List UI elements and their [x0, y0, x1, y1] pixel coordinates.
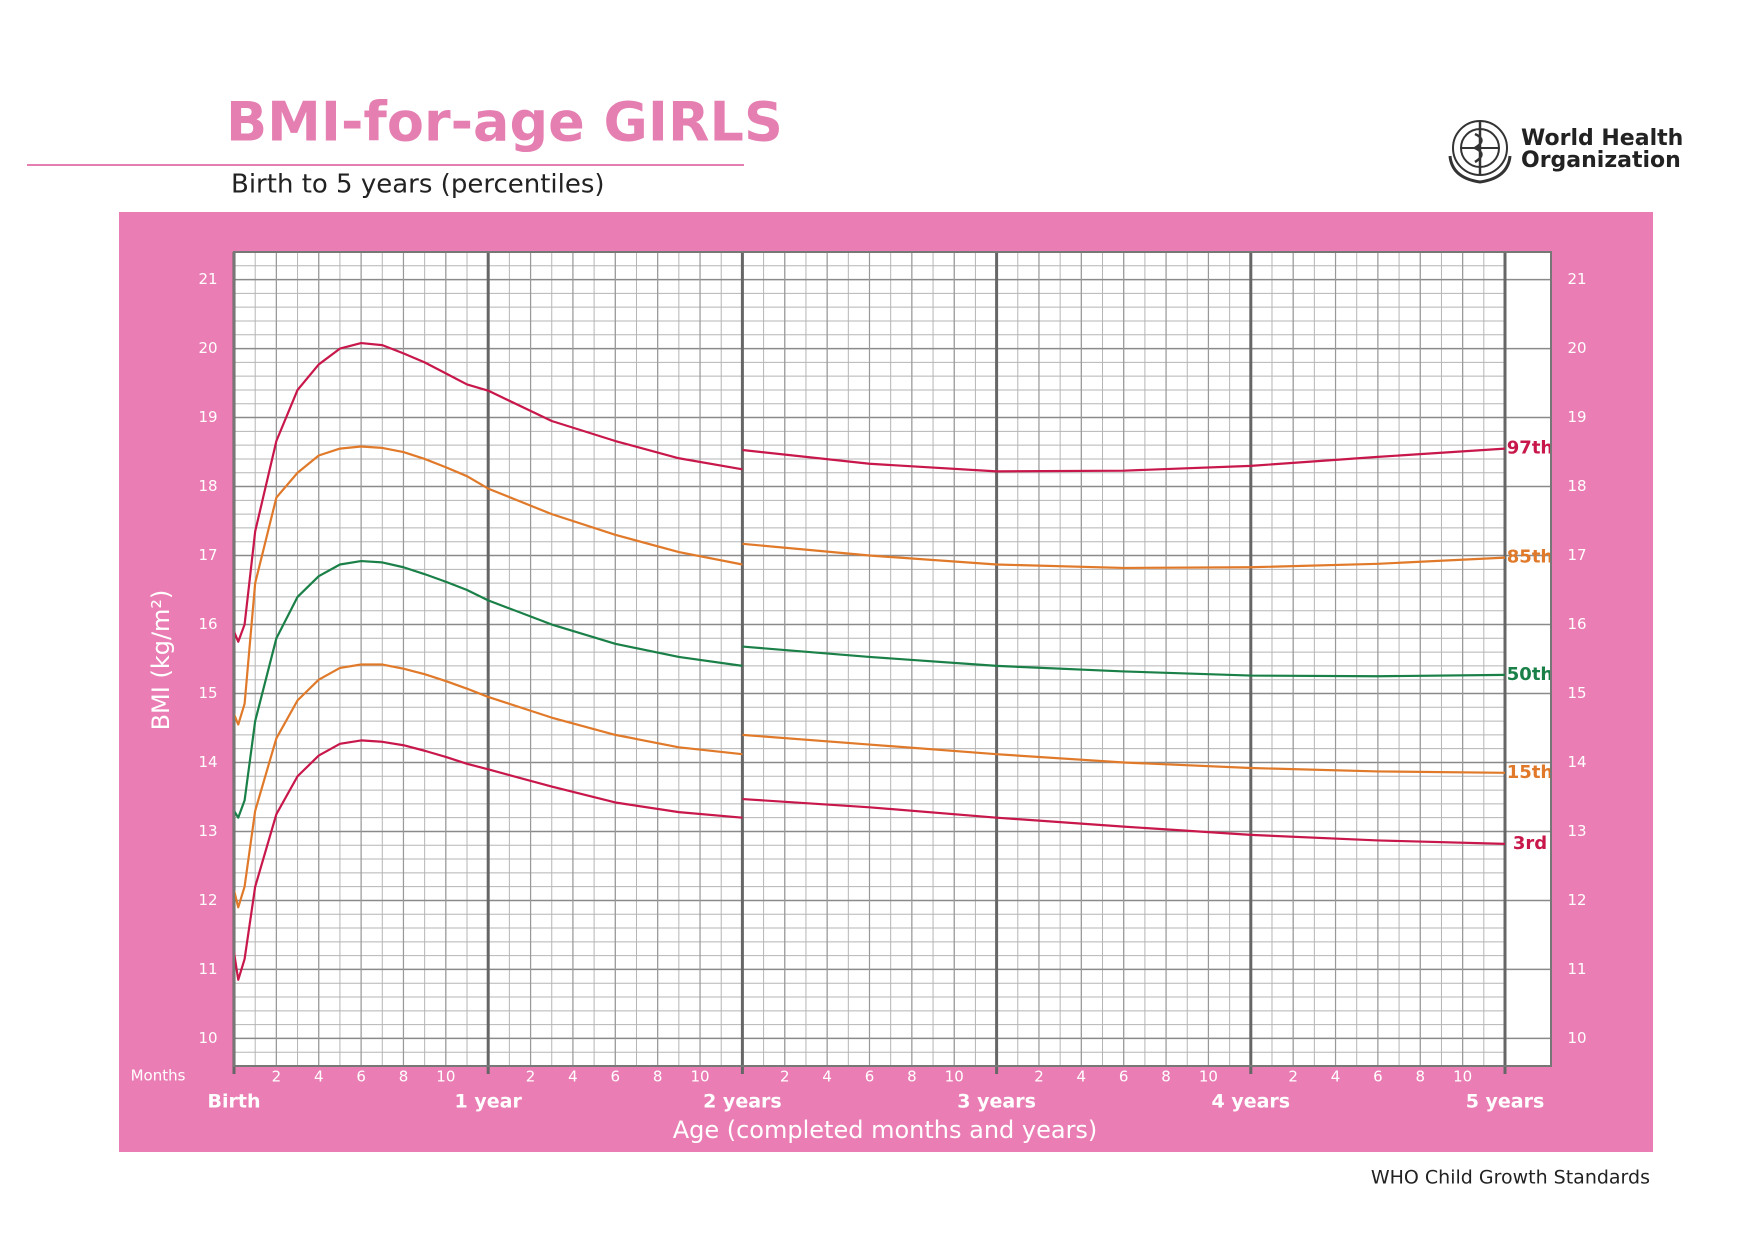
y-tick-label: 10: [1567, 1029, 1586, 1047]
percentile-line: [232, 341, 1506, 643]
y-tick-label: 11: [198, 960, 217, 978]
y-tick-label: 16: [1567, 615, 1586, 633]
chart-title: BMI-for-age GIRLS: [226, 91, 783, 154]
org-name: Organization: [1521, 148, 1681, 173]
series-lines: [232, 341, 1506, 981]
x-tick-label: 2: [780, 1068, 790, 1086]
labels: 10 10 11 11 12 12 13 13 14 14 15 15 16 16 17 17 18 18 19 19…: [198, 270, 1586, 1112]
x-tick-label: 2: [272, 1068, 282, 1086]
y-tick-label: 17: [198, 546, 217, 564]
y-tick-label: 11: [1567, 960, 1586, 978]
percentile-line: [232, 739, 1506, 981]
x-tick-label: 6: [865, 1068, 875, 1086]
x-tick-label: 10: [436, 1068, 455, 1086]
series-label: 3rd: [1513, 833, 1547, 854]
x-tick-label: 10: [1199, 1068, 1218, 1086]
y-tick-label: 13: [198, 822, 217, 840]
who-logo: [1448, 120, 1512, 184]
y-tick-label: 20: [1567, 339, 1586, 357]
footer: WHO Child Growth Standards: [1371, 1167, 1650, 1189]
percentile-line: [232, 445, 1506, 726]
percentile-line: [233, 559, 1506, 819]
y-tick-label: 21: [1567, 270, 1586, 288]
x-tick-label: 6: [1119, 1068, 1129, 1086]
x-tick-label: 4: [1077, 1068, 1087, 1086]
y-tick-label: 19: [1567, 408, 1586, 426]
months-label: Months: [131, 1067, 186, 1085]
x-axis-label: Age (completed months and years): [673, 1116, 1098, 1144]
series-label: 85th: [1507, 547, 1553, 568]
year-tick-label: 4 years: [1211, 1091, 1290, 1113]
x-tick-label: 2: [1288, 1068, 1298, 1086]
x-tick-label: 2: [526, 1068, 536, 1086]
y-axis-label: BMI (kg/m²): [147, 590, 175, 731]
year-tick-label: Birth: [208, 1091, 261, 1113]
y-tick-label: 12: [198, 891, 217, 909]
x-tick-label: 10: [690, 1068, 709, 1086]
year-tick-label: 3 years: [957, 1091, 1036, 1113]
y-tick-label: 17: [1567, 546, 1586, 564]
y-tick-label: 14: [1567, 753, 1586, 771]
x-tick-label: 4: [314, 1068, 324, 1086]
y-tick-label: 13: [1567, 822, 1586, 840]
x-tick-label: 8: [1161, 1068, 1171, 1086]
series-label: 97th: [1507, 438, 1553, 459]
y-tick-label: 14: [198, 753, 217, 771]
y-tick-label: 15: [1567, 684, 1586, 702]
y-tick-label: 19: [198, 408, 217, 426]
y-tick-label: 15: [198, 684, 217, 702]
x-tick-label: 10: [945, 1068, 964, 1086]
x-tick-label: 8: [399, 1068, 409, 1086]
y-tick-label: 18: [1567, 477, 1586, 495]
plot-frame: [233, 251, 1552, 1067]
x-tick-label: 8: [653, 1068, 663, 1086]
org-name: World Health: [1521, 126, 1683, 151]
x-tick-label: 6: [611, 1068, 621, 1086]
year-tick-label: 5 years: [1466, 1091, 1545, 1113]
series-label: 50th: [1507, 664, 1553, 685]
year-tick-label: 1 year: [455, 1091, 523, 1113]
y-tick-label: 21: [198, 270, 217, 288]
percentile-line: [232, 663, 1506, 909]
x-tick-label: 4: [568, 1068, 578, 1086]
series-label: 15th: [1507, 762, 1553, 783]
x-tick-label: 2: [1034, 1068, 1044, 1086]
y-tick-label: 20: [198, 339, 217, 357]
x-tick-label: 4: [822, 1068, 832, 1086]
x-tick-label: 6: [1373, 1068, 1383, 1086]
y-tick-label: 18: [198, 477, 217, 495]
chart-subtitle: Birth to 5 years (percentiles): [231, 170, 605, 200]
year-tick-label: 2 years: [703, 1091, 782, 1113]
x-tick-label: 10: [1453, 1068, 1472, 1086]
y-tick-label: 16: [198, 615, 217, 633]
x-tick-label: 6: [356, 1068, 366, 1086]
x-tick-label: 4: [1331, 1068, 1341, 1086]
x-tick-label: 8: [1415, 1068, 1425, 1086]
y-tick-label: 12: [1567, 891, 1586, 909]
y-tick-label: 10: [198, 1029, 217, 1047]
x-tick-label: 8: [907, 1068, 917, 1086]
